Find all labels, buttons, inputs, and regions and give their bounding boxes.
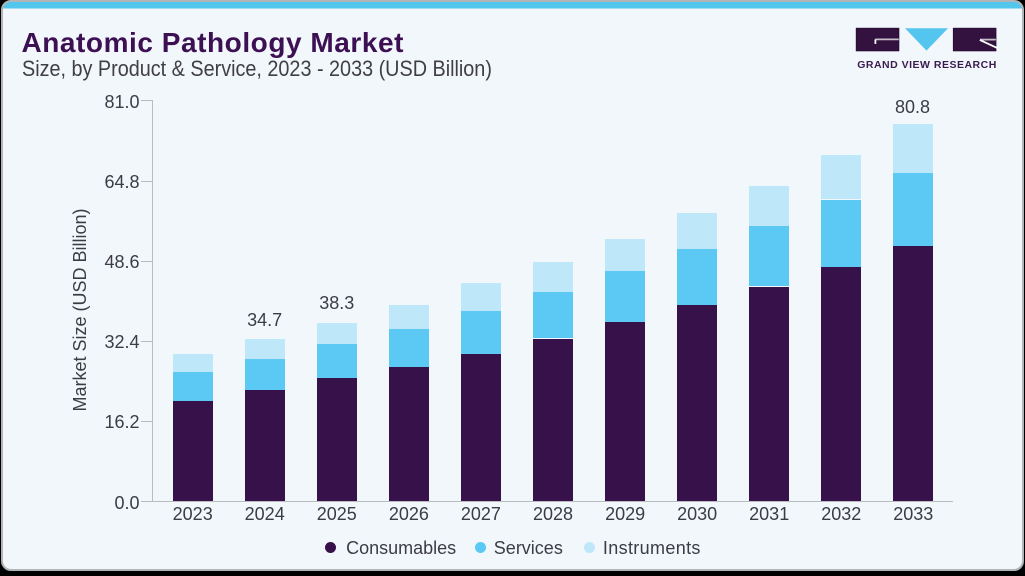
- svg-text:GRAND VIEW RESEARCH: GRAND VIEW RESEARCH: [857, 59, 997, 71]
